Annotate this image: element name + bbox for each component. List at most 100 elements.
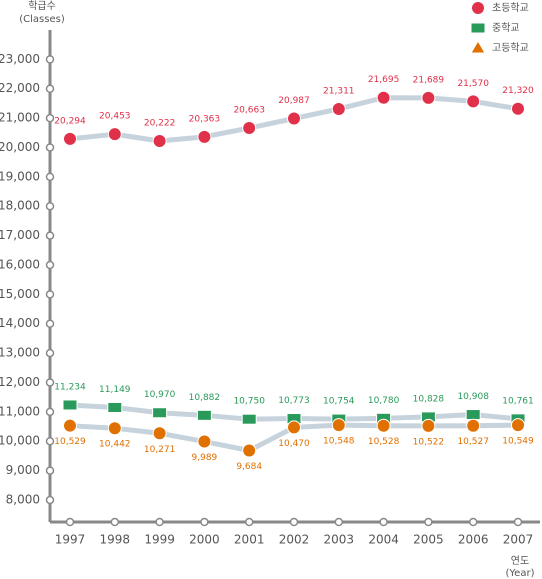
y-tick-label: 14,000 — [0, 316, 40, 330]
x-tick-label: 2004 — [368, 533, 399, 547]
data-point — [465, 409, 481, 421]
y-tick — [45, 378, 55, 387]
data-point — [421, 90, 436, 105]
value-label: 20,363 — [189, 114, 221, 124]
legend-marker — [470, 22, 486, 34]
x-tick — [244, 517, 254, 527]
y-tick — [45, 290, 55, 299]
data-point — [242, 121, 257, 136]
y-tick-label: 16,000 — [0, 257, 40, 271]
value-label: 10,908 — [457, 392, 489, 402]
value-label: 10,470 — [278, 439, 310, 449]
y-tick-label: 10,000 — [0, 434, 40, 448]
data-point — [62, 399, 78, 411]
x-tick — [424, 517, 433, 527]
value-label: 20,294 — [54, 116, 86, 126]
x-tick-label: 1998 — [100, 533, 131, 547]
y-tick — [45, 231, 55, 240]
legend-label: 고등학교 — [492, 42, 529, 54]
legend-marker — [471, 1, 485, 15]
x-tick-label: 2006 — [458, 533, 489, 547]
y-tick — [45, 172, 55, 182]
value-label: 21,320 — [502, 86, 534, 96]
y-tick — [45, 260, 55, 270]
data-point — [63, 131, 77, 146]
y-tick-label: 13,000 — [0, 346, 40, 360]
x-tick-label: 2007 — [503, 533, 534, 547]
value-label: 10,271 — [144, 445, 176, 455]
value-label: 10,442 — [99, 440, 131, 450]
value-label: 10,527 — [457, 437, 489, 447]
value-label: 10,548 — [323, 437, 355, 447]
data-point — [331, 418, 346, 433]
value-label: 21,695 — [368, 75, 400, 85]
y-tick-label: 8,000 — [6, 492, 40, 506]
data-point — [152, 426, 167, 441]
value-label: 20,987 — [278, 96, 310, 106]
data-point — [107, 127, 122, 142]
y-tick — [45, 495, 55, 505]
y-tick — [45, 466, 55, 475]
legend-marker — [470, 40, 486, 54]
data-point — [242, 443, 257, 458]
data-point — [511, 418, 525, 433]
y-tick-label: 22,000 — [0, 81, 40, 95]
data-point — [511, 101, 525, 116]
value-label: 20,663 — [233, 106, 265, 116]
y-tick-label: 18,000 — [0, 199, 40, 213]
x-tick-label: 2005 — [413, 533, 444, 547]
value-label: 11,149 — [99, 385, 131, 395]
x-tick — [379, 517, 388, 527]
y-tick-label: 9,000 — [6, 463, 40, 477]
y-tick-label: 19,000 — [0, 169, 40, 183]
y-tick — [45, 84, 55, 93]
y-tick-label: 21,000 — [0, 111, 40, 125]
legend-label: 중학교 — [492, 22, 520, 34]
y-tick-label: 12,000 — [0, 375, 40, 389]
x-tick-label: 2000 — [189, 533, 220, 547]
data-point — [197, 129, 212, 144]
y-tick-label: 11,000 — [0, 404, 40, 418]
x-tick — [334, 517, 344, 527]
value-label: 10,773 — [278, 396, 310, 406]
y-tick-label: 23,000 — [0, 52, 40, 66]
x-tick — [110, 517, 120, 527]
value-label: 10,522 — [413, 437, 445, 447]
data-point — [287, 111, 301, 126]
data-point — [287, 420, 301, 435]
data-point — [196, 409, 212, 421]
x-tick-label: 2002 — [279, 533, 310, 547]
data-point — [331, 101, 346, 116]
data-point — [107, 401, 123, 413]
x-tick — [513, 517, 523, 527]
x-tick — [289, 517, 299, 527]
x-tick — [155, 517, 164, 527]
x-tick — [200, 517, 209, 527]
y-tick — [45, 436, 55, 446]
y-tick — [45, 319, 55, 328]
data-point — [466, 94, 481, 109]
value-label: 10,970 — [144, 390, 176, 400]
data-point — [197, 434, 212, 449]
data-point — [466, 418, 481, 433]
y-tick-label: 20,000 — [0, 140, 40, 154]
legend-label: 초등학교 — [492, 2, 529, 14]
y-tick — [45, 55, 55, 64]
data-point — [241, 413, 257, 425]
value-label: 10,828 — [413, 394, 445, 404]
value-label: 20,453 — [99, 112, 131, 122]
y-tick-label: 15,000 — [0, 287, 40, 301]
data-point — [152, 407, 168, 419]
y-tick — [45, 143, 55, 152]
y-axis-title: 학급수 — [28, 0, 56, 12]
value-label: 10,761 — [502, 396, 534, 406]
y-tick — [45, 407, 55, 417]
y-tick — [45, 201, 55, 211]
value-label: 10,750 — [233, 397, 265, 407]
value-label: 21,570 — [457, 79, 489, 89]
data-point — [63, 418, 77, 433]
x-axis-title: 연도 — [511, 555, 529, 567]
x-tick-label: 2001 — [234, 533, 265, 547]
